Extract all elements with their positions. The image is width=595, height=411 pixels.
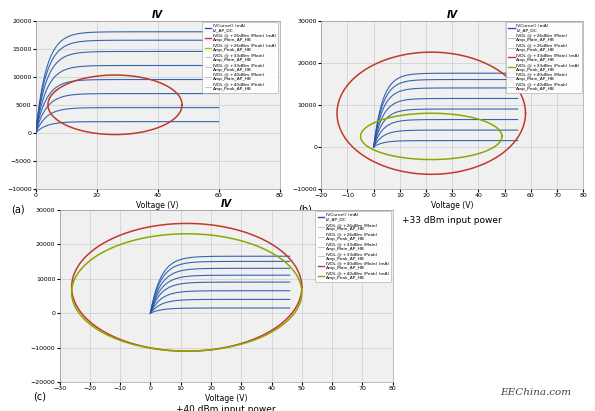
Text: +40 dBm input power: +40 dBm input power bbox=[176, 404, 276, 411]
Text: (b): (b) bbox=[298, 205, 312, 215]
Text: +33 dBm input power: +33 dBm input power bbox=[402, 216, 502, 225]
Text: EEChina.com: EEChina.com bbox=[500, 388, 571, 397]
Title: IV: IV bbox=[152, 10, 163, 20]
Text: +26 dBm input power: +26 dBm input power bbox=[108, 216, 208, 225]
X-axis label: Voltage (V): Voltage (V) bbox=[431, 201, 474, 210]
Title: IV: IV bbox=[221, 199, 231, 209]
Text: (a): (a) bbox=[11, 205, 25, 215]
Text: (c): (c) bbox=[33, 392, 46, 402]
X-axis label: Voltage (V): Voltage (V) bbox=[205, 394, 248, 403]
Legend: IVCurve() (mA)
IV_AP_DC, IVDL @ +26dBm (Main) (mA)
Amp_Main_AP_HB, IVDL @ +26dBm: IVCurve() (mA) IV_AP_DC, IVDL @ +26dBm (… bbox=[202, 22, 278, 93]
Title: IV: IV bbox=[447, 10, 458, 20]
Legend: IVCurve() (mA)
IV_AP_DC, IVDL @ +26dBm (Main)
Amp_Main_AP_HB, IVDL @ +26dBm (Pea: IVCurve() (mA) IV_AP_DC, IVDL @ +26dBm (… bbox=[315, 211, 392, 282]
Legend: IVCurve() (mA)
IV_AP_DC, IVDL @ +26dBm (Main)
Amp_Main_AP_HB, IVDL @ +26dBm (Pea: IVCurve() (mA) IV_AP_DC, IVDL @ +26dBm (… bbox=[506, 22, 582, 93]
X-axis label: Voltage (V): Voltage (V) bbox=[136, 201, 179, 210]
